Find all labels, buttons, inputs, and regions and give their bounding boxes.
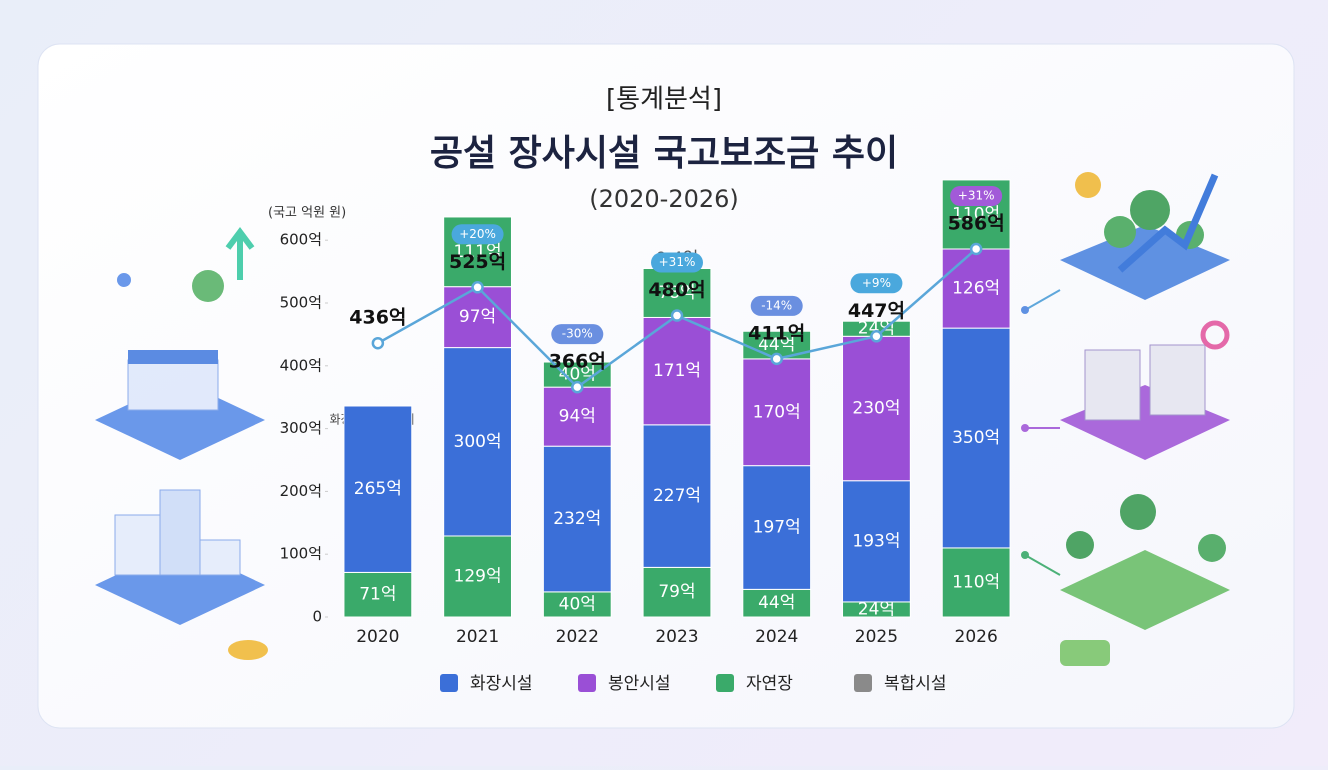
total-label: 366억 <box>549 351 606 373</box>
legend-swatch <box>716 674 734 692</box>
total-point <box>772 354 782 364</box>
x-tick-label: 2022 <box>556 627 599 647</box>
y-tick-label: 400억 <box>280 356 322 374</box>
total-label: 447억 <box>848 300 905 322</box>
x-tick-label: 2023 <box>655 627 698 647</box>
total-label: 525억 <box>449 251 506 273</box>
x-tick-label: 2021 <box>456 627 499 647</box>
value-label: 171억 <box>653 361 701 381</box>
value-label: 265억 <box>354 479 402 499</box>
value-label: 79억 <box>658 582 695 602</box>
value-label: 227억 <box>653 486 701 506</box>
chart-title: 공설 장사시설 국고보조금 추이 <box>430 133 898 174</box>
y-tick-label: 300억 <box>280 419 322 437</box>
total-label: 436억 <box>349 307 406 329</box>
value-label: 94억 <box>559 407 596 427</box>
value-label: 170억 <box>753 402 801 422</box>
change-label: -14% <box>761 298 792 312</box>
x-tick-label: 2024 <box>755 627 798 647</box>
total-point <box>971 244 981 254</box>
y-tick-label: 500억 <box>280 294 322 312</box>
value-label: 197억 <box>753 518 801 538</box>
value-label: 44억 <box>758 593 795 613</box>
total-label: 480억 <box>648 279 705 301</box>
value-label: 110억 <box>952 572 1000 592</box>
legend-label: 복합시설 <box>884 674 947 694</box>
value-label: 129억 <box>454 566 502 586</box>
value-label: 350억 <box>952 428 1000 448</box>
legend-label: 자연장 <box>746 674 793 694</box>
value-label: 193억 <box>852 531 900 551</box>
value-label: 232억 <box>553 509 601 529</box>
change-label: +9% <box>862 276 891 290</box>
change-label: +31% <box>659 255 696 269</box>
legend-swatch <box>578 674 596 692</box>
y-tick-label: 600억 <box>280 231 322 249</box>
total-point <box>473 282 483 292</box>
y-tick-label: 0 <box>312 608 322 626</box>
legend-swatch <box>440 674 458 692</box>
x-tick-label: 2026 <box>955 627 998 647</box>
value-label: 40억 <box>559 594 596 614</box>
value-label: 71억 <box>359 585 396 605</box>
total-point <box>871 331 881 341</box>
y-axis-label: (국고 억원 원) <box>268 206 346 221</box>
total-point <box>672 311 682 321</box>
total-label: 586억 <box>948 212 1005 234</box>
value-label: 300억 <box>454 432 502 452</box>
x-tick-label: 2020 <box>356 627 399 647</box>
kicker: [통계분석] <box>606 85 722 115</box>
legend-swatch <box>854 674 872 692</box>
value-label: 97억 <box>459 307 496 327</box>
y-tick-label: 100억 <box>280 545 322 563</box>
legend-label: 화장시설 <box>470 674 533 694</box>
legend-label: 봉안시설 <box>608 674 671 694</box>
value-label: 24억 <box>858 599 895 619</box>
change-label: +31% <box>958 188 995 202</box>
change-label: +20% <box>459 227 496 241</box>
x-tick-label: 2025 <box>855 627 898 647</box>
total-label: 411억 <box>748 322 805 344</box>
total-point <box>373 338 383 348</box>
value-label: 126억 <box>952 279 1000 299</box>
change-label: -30% <box>562 327 593 341</box>
y-tick-label: 200억 <box>280 482 322 500</box>
value-label: 230억 <box>852 399 900 419</box>
total-point <box>572 382 582 392</box>
chart-subtitle: (2020-2026) <box>589 185 739 213</box>
